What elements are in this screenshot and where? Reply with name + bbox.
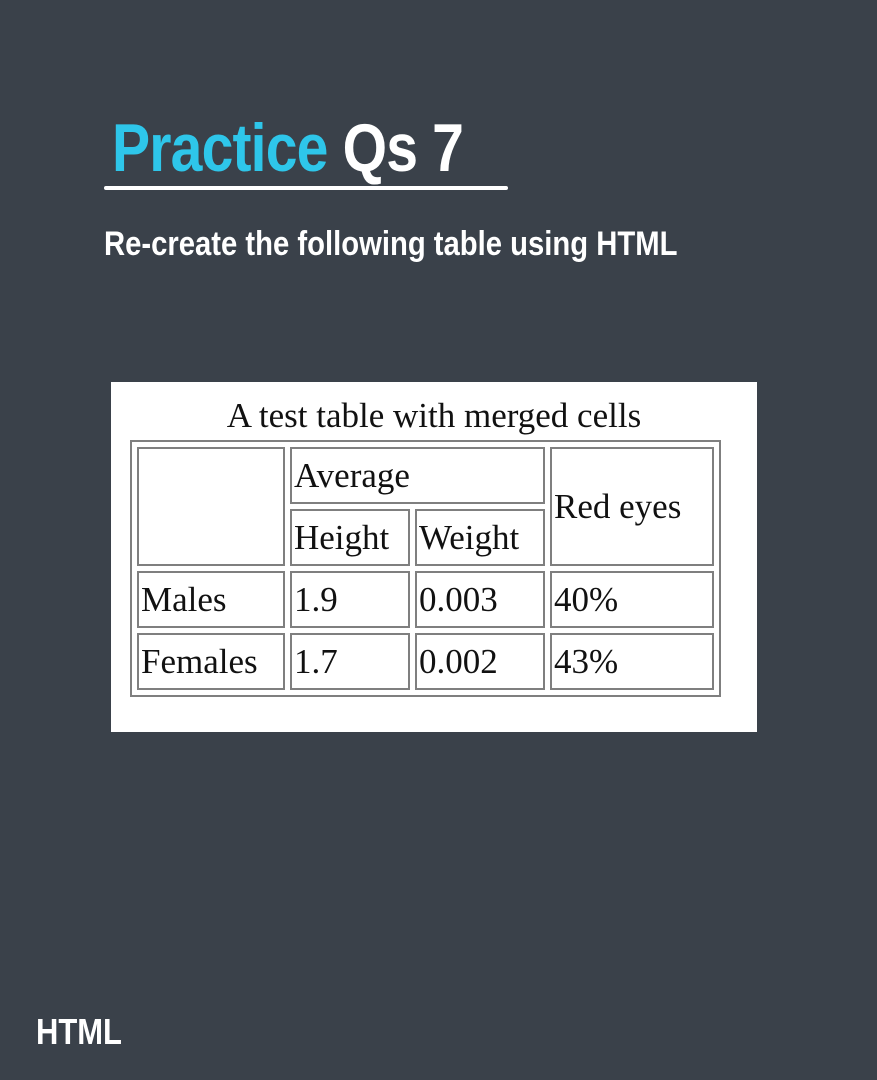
weight-value-cell: 0.003 — [415, 571, 545, 628]
height-header-cell: Height — [290, 509, 410, 566]
table-image-card: A test table with merged cells Average R… — [111, 382, 757, 732]
table-header-row-2: Height Weight — [137, 509, 714, 566]
footer-topic-label: HTML — [36, 1011, 122, 1052]
row-label-cell: Females — [137, 633, 285, 690]
table-header-row-1: Average Red eyes — [137, 447, 714, 566]
table-row: Males 1.9 0.003 40% — [137, 571, 714, 628]
height-value-cell: 1.7 — [290, 633, 410, 690]
empty-corner-cell — [137, 447, 285, 566]
merged-cells-table: Average Red eyes Height Weight Males 1.9… — [130, 440, 721, 697]
weight-header-cell: Weight — [415, 509, 545, 566]
row-label-cell: Males — [137, 571, 285, 628]
slide-title: Practice Qs 7 — [112, 108, 464, 188]
red-eyes-header-cell: Red eyes — [550, 447, 714, 566]
title-underline — [104, 186, 508, 190]
weight-value-cell: 0.002 — [415, 633, 545, 690]
table-caption: A test table with merged cells — [226, 396, 642, 435]
title-accent-word: Practice — [112, 110, 328, 186]
slide-subtitle: Re-create the following table using HTML — [104, 225, 678, 263]
average-header-cell: Average — [290, 447, 545, 504]
title-rest-text: Qs 7 — [342, 110, 464, 186]
height-value-cell: 1.9 — [290, 571, 410, 628]
table-row: Females 1.7 0.002 43% — [137, 633, 714, 690]
red-eyes-value-cell: 43% — [550, 633, 714, 690]
red-eyes-value-cell: 40% — [550, 571, 714, 628]
